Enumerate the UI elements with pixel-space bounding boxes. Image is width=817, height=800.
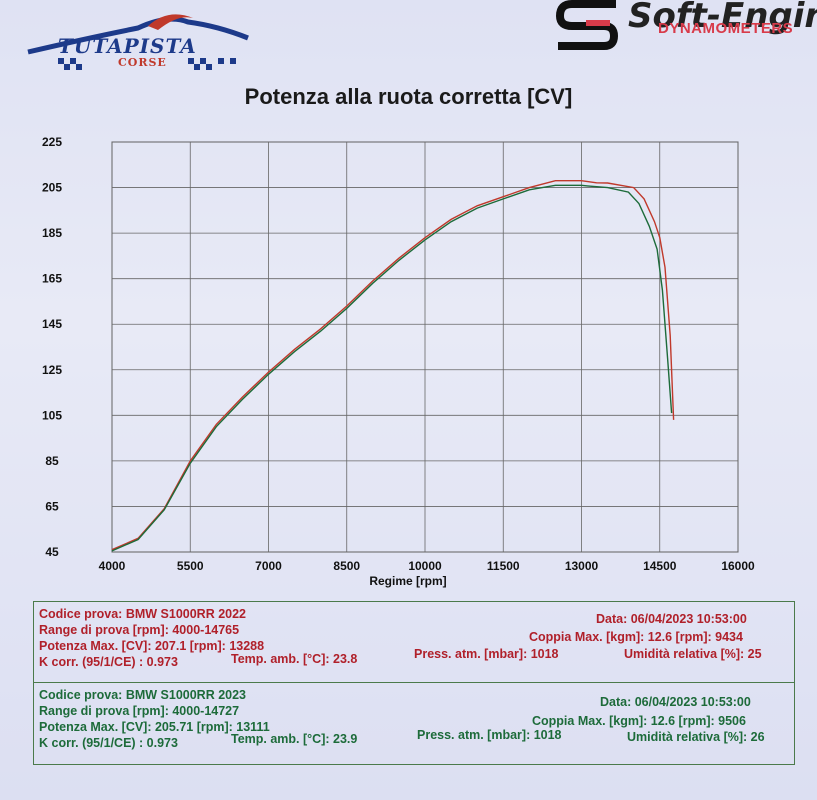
test-pressure: Press. atm. [mbar]: 1018: [417, 728, 562, 742]
x-tick-label: 13000: [565, 559, 599, 573]
logo-name: TUTAPISTA: [58, 34, 197, 58]
y-tick-label: 85: [45, 454, 59, 468]
y-axis-ticks: 225 205 185 165 145 125 105 85 65 45: [42, 135, 62, 559]
x-tick-label: 10000: [408, 559, 442, 573]
y-tick-label: 205: [42, 181, 62, 195]
x-tick-label: 4000: [99, 559, 126, 573]
y-tick-label: 185: [42, 226, 62, 240]
test-temp: Temp. amb. [°C]: 23.8: [231, 652, 358, 666]
checkered-flag-icon: [27, 14, 249, 70]
y-tick-label: 125: [42, 363, 62, 377]
y-tick-label: 65: [45, 499, 59, 513]
test-range: Range di prova [rpm]: 4000-14765: [39, 623, 240, 637]
x-tick-label: 14500: [643, 559, 677, 573]
x-tick-label: 11500: [487, 559, 520, 573]
test-range: Range di prova [rpm]: 4000-14727: [39, 704, 240, 718]
y-tick-label: 105: [42, 408, 62, 422]
chart-title: Potenza alla ruota corretta [CV]: [244, 84, 573, 109]
test-torque: Coppia Max. [kgm]: 12.6 [rpm]: 9434: [529, 630, 743, 644]
test-pressure: Press. atm. [mbar]: 1018: [414, 647, 559, 661]
s-logo-icon: [556, 0, 619, 50]
x-tick-label: 16000: [721, 559, 755, 573]
chart-grid: [111, 141, 739, 553]
x-tick-label: 8500: [333, 559, 360, 573]
y-tick-label: 225: [42, 135, 62, 149]
test-power: Potenza Max. [CV]: 207.1 [rpm]: 13288: [39, 639, 265, 653]
x-axis-label: Regime [rpm]: [369, 574, 446, 588]
logo-brand: Soft-Engine: [628, 0, 817, 36]
test-date: Data: 06/04/2023 10:53:00: [600, 695, 751, 709]
x-tick-label: 5500: [177, 559, 204, 573]
test-humidity: Umidità relativa [%]: 26: [627, 730, 765, 744]
test-kcorr: K corr. (95/1/CE) : 0.973: [39, 655, 178, 669]
test-code: Codice prova: BMW S1000RR 2022: [39, 607, 247, 621]
test-humidity: Umidità relativa [%]: 25: [624, 647, 762, 661]
y-tick-label: 165: [42, 272, 62, 286]
power-chart: 225 205 185 165 145 125 105 85 65 45 4000 5500 7000…: [42, 135, 755, 588]
test-date: Data: 06/04/2023 10:53:00: [596, 612, 747, 626]
series-line-0: [111, 180, 675, 551]
series-line-1: [111, 184, 673, 552]
test-info-2023: Codice prova: BMW S1000RR 2023 Range di …: [33, 683, 795, 765]
soft-engine-logo: Soft-Engine DYNAMOMETERS: [556, 0, 817, 60]
x-axis-ticks: 4000 5500 7000 8500 10000 11500 13000 14500 1600…: [99, 559, 755, 573]
y-tick-label: 45: [45, 545, 59, 559]
x-tick-label: 7000: [255, 559, 282, 573]
test-torque: Coppia Max. [kgm]: 12.6 [rpm]: 9506: [532, 714, 746, 728]
test-temp: Temp. amb. [°C]: 23.9: [231, 732, 358, 746]
logo-sub: CORSE: [118, 56, 167, 69]
test-info-2022: Codice prova: BMW S1000RR 2022 Range di …: [33, 601, 795, 683]
series-lines: [111, 180, 675, 552]
test-kcorr: K corr. (95/1/CE) : 0.973: [39, 736, 178, 750]
y-tick-label: 145: [42, 317, 62, 331]
logo-sub: DYNAMOMETERS: [658, 20, 794, 37]
test-power: Potenza Max. [CV]: 205.71 [rpm]: 13111: [39, 720, 270, 734]
test-code: Codice prova: BMW S1000RR 2023: [39, 688, 247, 702]
tutapista-logo: TUTAPISTA CORSE: [18, 8, 258, 72]
